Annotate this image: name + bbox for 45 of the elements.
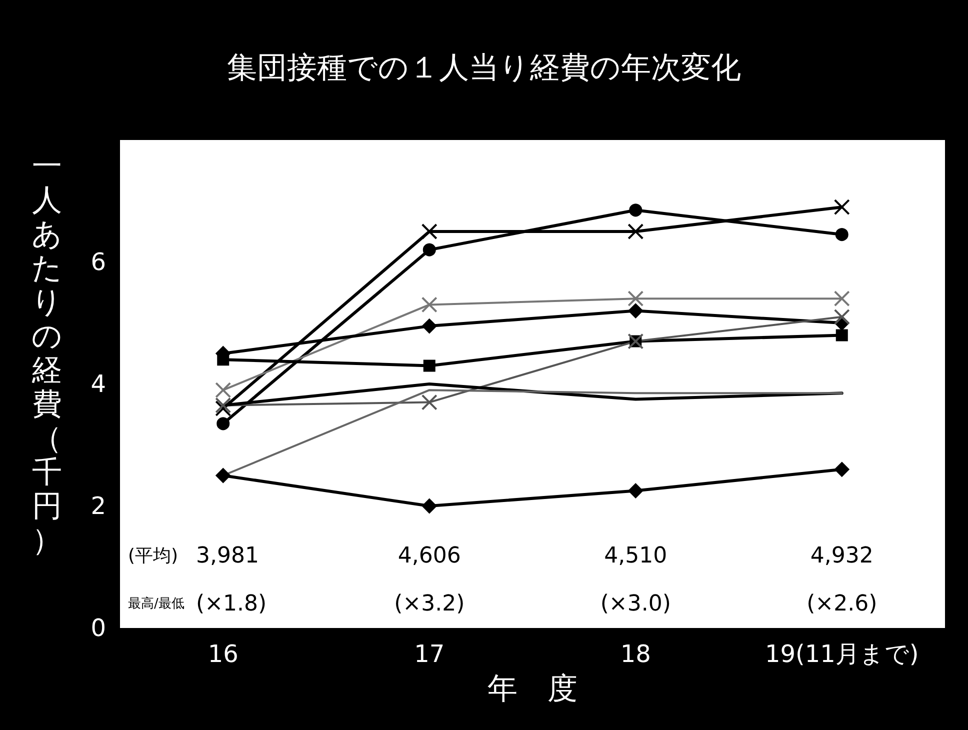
point [628, 290, 644, 307]
point [422, 498, 437, 514]
y-tick-label: 4 [90, 370, 106, 398]
point [421, 224, 438, 240]
point [836, 329, 848, 342]
point [216, 417, 230, 430]
point [834, 290, 850, 307]
point [217, 354, 230, 366]
point [423, 360, 436, 372]
annotation: 4,510 [604, 544, 668, 568]
point [629, 204, 642, 217]
annotation: 3,981 [196, 544, 259, 568]
x-tick-label: 16 [208, 640, 238, 668]
point [835, 228, 848, 242]
point [834, 308, 850, 325]
annotation: (×2.6) [806, 592, 878, 616]
chart-title: 集団接種での１人当り経費の年次変化 [227, 50, 741, 86]
point [421, 296, 438, 313]
y-tick-label: 6 [90, 248, 106, 276]
x-tick-label: 19(11月まで) [764, 640, 919, 668]
annotation: 最高/最低 [128, 596, 184, 612]
point [628, 483, 644, 498]
annotation: 4,932 [810, 544, 874, 568]
x-axis-title: 年 度 [488, 672, 578, 706]
point [422, 318, 437, 334]
point [215, 397, 232, 414]
text: 一人あたりの経費（千円） [32, 149, 62, 558]
y-tick-label: 2 [90, 492, 106, 520]
x-tick-label: 18 [620, 640, 651, 668]
annotation: 4,606 [398, 544, 461, 568]
point [215, 400, 232, 416]
point [834, 199, 850, 216]
annotation: (×3.0) [600, 592, 671, 616]
x-tick-label: 17 [414, 640, 445, 668]
point [422, 243, 436, 256]
annotation: (×1.8) [196, 592, 267, 616]
point [421, 394, 438, 410]
point [628, 303, 644, 318]
point [628, 224, 644, 240]
annotation: (×3.2) [394, 592, 465, 616]
point [834, 462, 850, 477]
point [216, 468, 231, 483]
point [215, 382, 232, 398]
y-tick-label: 0 [90, 614, 106, 642]
annotation: (平均) [128, 546, 178, 566]
